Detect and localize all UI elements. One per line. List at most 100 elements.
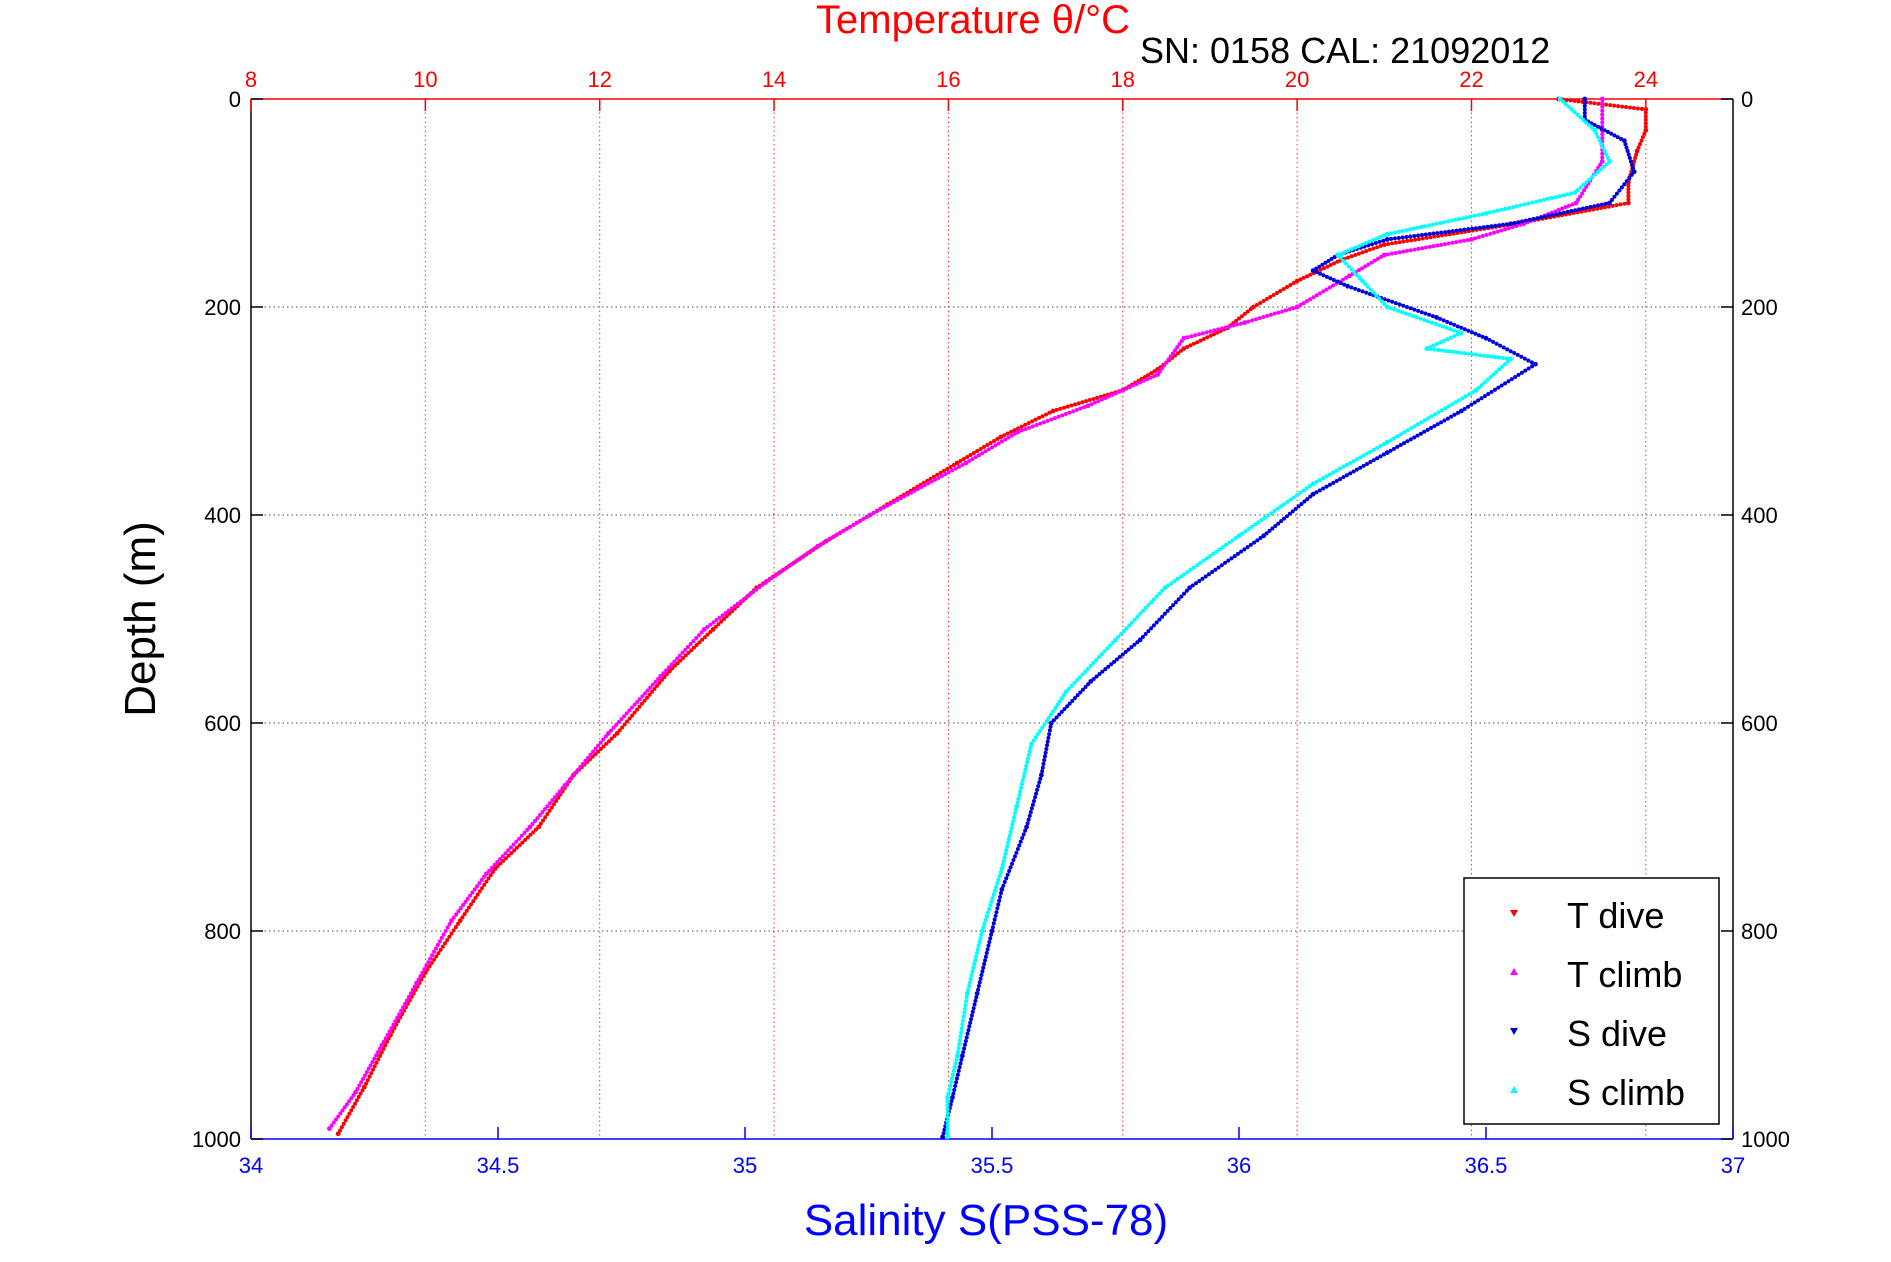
data-point xyxy=(1508,221,1514,227)
profile-dot xyxy=(967,1024,972,1029)
profile-dot xyxy=(1084,399,1089,404)
profile-dot xyxy=(678,658,683,663)
profile-dot xyxy=(1086,682,1091,687)
profile-dot xyxy=(1356,288,1361,293)
profile-dot xyxy=(1278,289,1283,293)
profile-dot xyxy=(456,921,461,926)
profile-dot xyxy=(1371,447,1376,452)
data-point xyxy=(1582,96,1588,102)
data-point xyxy=(606,731,611,736)
profile-dot xyxy=(400,1012,405,1017)
profile-dot xyxy=(677,653,682,658)
data-point xyxy=(1181,346,1187,351)
profile-dot xyxy=(1419,225,1424,229)
profile-dot xyxy=(1558,211,1563,216)
profile-dot xyxy=(531,830,536,835)
profile-dot xyxy=(585,755,590,760)
profile-dot xyxy=(675,656,680,661)
profile-dot xyxy=(385,1033,390,1037)
profile-dot xyxy=(1278,504,1283,509)
profile-dot xyxy=(1324,484,1329,489)
profile-dot xyxy=(532,819,537,824)
profile-dot xyxy=(1392,436,1397,441)
profile-dot xyxy=(1326,258,1331,263)
profile-dot xyxy=(1198,560,1203,565)
profile-dot xyxy=(1162,363,1167,368)
profile-dot xyxy=(429,960,434,965)
profile-dot xyxy=(1213,567,1218,572)
data-point xyxy=(1310,268,1316,273)
profile-dot xyxy=(1460,396,1465,401)
profile-dot xyxy=(1427,223,1431,228)
profile-dot xyxy=(1227,324,1232,329)
profile-dot xyxy=(1491,209,1496,214)
profile-dot xyxy=(975,449,980,453)
profile-dot xyxy=(938,470,943,475)
profile-dot xyxy=(1083,669,1088,674)
profile-dot xyxy=(1599,142,1604,147)
profile-dot xyxy=(1151,623,1156,628)
data-point xyxy=(1592,127,1598,133)
profile-dot xyxy=(1076,401,1081,406)
profile-dot xyxy=(1078,690,1083,695)
y-tick-label-right: 200 xyxy=(1741,295,1778,320)
data-point xyxy=(1063,689,1069,695)
profile-dot xyxy=(1360,289,1365,294)
y-tick-label-left: 200 xyxy=(204,295,241,320)
profile-dot xyxy=(1600,108,1605,113)
profile-dot xyxy=(1023,828,1028,833)
profile-dot xyxy=(874,509,879,514)
profile-dot xyxy=(1019,428,1024,433)
profile-dot xyxy=(1398,432,1403,437)
profile-dot xyxy=(436,951,441,956)
profile-dot xyxy=(1398,443,1403,448)
profile-dot xyxy=(1265,313,1270,318)
profile-dot xyxy=(616,719,621,724)
profile-dot xyxy=(339,1125,344,1130)
profile-dot xyxy=(779,569,784,574)
profile-dot xyxy=(1416,233,1421,238)
profile-dot xyxy=(390,1029,395,1034)
profile-dot xyxy=(622,714,627,719)
profile-dot xyxy=(1367,292,1372,296)
profile-dot xyxy=(1392,230,1397,235)
profile-dot xyxy=(1600,120,1605,125)
profile-dot xyxy=(578,765,583,770)
profile-dot xyxy=(1314,490,1319,495)
profile-dot xyxy=(1573,208,1578,213)
profile-dot xyxy=(1408,227,1412,232)
profile-dot xyxy=(1499,383,1504,388)
profile-dot xyxy=(1363,264,1368,269)
profile-dot xyxy=(1604,162,1609,166)
profile-dot xyxy=(741,596,746,601)
profile-dot xyxy=(525,827,530,832)
profile-dot xyxy=(1396,308,1401,313)
profile-dot xyxy=(1217,547,1222,552)
data-point xyxy=(1599,96,1605,102)
profile-dot xyxy=(782,566,787,571)
profile-dot xyxy=(635,699,640,704)
profile-dot xyxy=(550,798,555,803)
profile-dot xyxy=(1070,698,1075,703)
profile-dot xyxy=(541,818,546,823)
profile-dot xyxy=(1246,527,1251,532)
profile-dot xyxy=(1452,412,1457,417)
profile-dot xyxy=(451,915,456,920)
profile-dot xyxy=(1149,371,1154,376)
data-point xyxy=(1294,304,1300,310)
profile-dot xyxy=(472,887,477,892)
profile-dot xyxy=(1151,597,1156,602)
profile-dot xyxy=(1643,124,1648,129)
profile-dot xyxy=(1395,434,1400,439)
profile-dot xyxy=(1046,715,1051,720)
profile-dot xyxy=(1463,394,1468,399)
profile-dot xyxy=(567,777,572,782)
profile-dot xyxy=(1045,739,1050,744)
profile-dot xyxy=(396,1019,401,1024)
profile-dot xyxy=(1466,227,1471,232)
profile-dot xyxy=(1242,547,1247,552)
profile-dot xyxy=(1280,309,1285,314)
profile-dot xyxy=(1570,202,1575,207)
profile-dot xyxy=(1576,197,1581,202)
profile-dot xyxy=(1588,205,1593,209)
